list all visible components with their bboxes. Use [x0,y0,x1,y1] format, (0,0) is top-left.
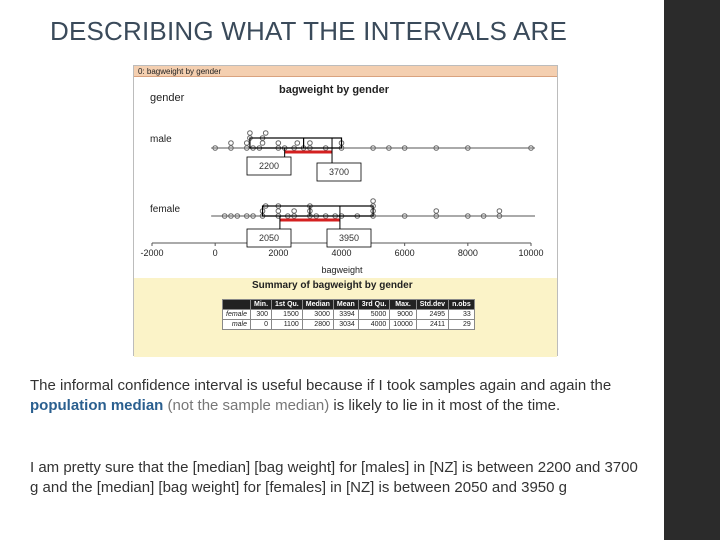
x-tick-label: -2000 [140,248,163,258]
summary-cell: 2411 [415,319,450,330]
x-tick-label: 0 [213,248,218,258]
annotation-male-low-box [246,156,292,176]
summary-table: Min. 1st Qu. Median Mean 3rd Qu. Max. Std.dev n… [221,299,475,330]
male-dot [228,140,234,146]
summary-cell: 4000 [357,319,391,330]
summary-cell: 0 [250,319,273,330]
muted-sample-median: (not the sample median) [163,397,330,414]
summary-cell: 29 [448,319,475,330]
summary-header-cell: Median [301,299,334,310]
text-part: is likely to lie in it most of the time. [329,397,561,414]
female-box [261,205,374,217]
summary-header-cell: n.obs [448,299,475,310]
x-tick-label: 10000 [518,248,543,258]
summary-cell: 2800 [301,319,334,330]
summary-header-row: Min. 1st Qu. Median Mean 3rd Qu. Max. Std.dev n… [221,299,475,310]
interval-annotations: 2200 3700 2050 3950 [246,138,372,248]
female-series [211,198,535,222]
male-dot [307,140,313,146]
summary-title: Summary of bagweight by gender [252,280,413,291]
summary-header-cell: Max. [389,299,417,310]
summary-cell: 2495 [415,309,450,320]
summary-cell: 33 [448,309,475,320]
x-tick-label: 8000 [458,248,478,258]
female-dot [370,198,376,204]
female-dot [401,213,408,219]
male-dot [370,145,376,151]
female-dot [221,213,228,219]
male-dot [212,145,218,151]
figure-window-title: 0: bagweight by gender [134,66,557,77]
highlight-population-median: population median [30,397,164,414]
female-dot [291,208,297,214]
paragraph-conclusion: I am pretty sure that the [median] [bag … [30,459,638,496]
male-box [249,137,343,149]
x-axis: -2000 0 2000 4000 6000 8000 10000 bagweight [140,242,544,275]
summary-header-cell: 1st Qu. [271,299,303,310]
x-tick-label: 6000 [395,248,415,258]
annotation-male-high: 3700 [329,167,349,177]
x-tick-label: 2000 [268,248,288,258]
male-dot [262,130,269,136]
female-dot [496,208,503,214]
annotation-female-high-box [326,228,372,248]
group-label-male: male [150,134,172,145]
inzight-figure: 0: bagweight by gender bagweight by gend… [133,65,558,357]
slide-title: DESCRIBING WHAT THE INTERVALS ARE [50,16,568,46]
dotplot-chart: -2000 0 2000 4000 6000 8000 10000 bagweight 220… [140,130,544,275]
male-dot [386,145,392,151]
y-axis-label: gender [150,92,185,104]
text-part: The informal confidence interval is usef… [30,377,612,394]
summary-cell: 3000 [301,309,334,320]
female-dot [433,208,440,214]
female-dot [480,213,487,219]
summary-cell: male [221,319,252,330]
summary-cell: 3394 [332,309,359,320]
male-dot [401,145,408,151]
summary-header-cell: Std.dev [415,299,450,310]
male-dot [528,145,534,151]
summary-cell: 9000 [389,309,417,320]
x-axis-title: bagweight [321,265,363,275]
annotation-male-low: 2200 [259,161,279,171]
male-dot [275,140,282,146]
group-label-female: female [150,204,181,215]
male-series [211,130,535,154]
summary-cell: female [221,309,252,320]
female-dot [234,213,241,219]
male-dot [247,130,253,136]
summary-cell: 1500 [271,309,303,320]
x-tick-label: 4000 [331,248,351,258]
female-dot [250,213,256,219]
annotation-male-high-box [316,162,362,182]
female-dot [243,213,250,219]
annotation-female-low: 2050 [259,233,279,243]
annotation-female-low-box [246,228,292,248]
summary-header-cell [221,299,252,310]
summary-row: male 0 1100 2800 3034 4000 10000 2411 29 [221,319,475,330]
decorative-side-bar [664,0,720,540]
summary-header-cell: Mean [332,299,359,310]
summary-header-cell: Min. [250,299,273,310]
male-dot [465,145,471,151]
male-dot [294,140,301,146]
summary-row: female 300 1500 3000 3394 5000 9000 2495 33 [221,309,475,320]
plot-title: bagweight by gender [279,84,390,96]
summary-cell: 1100 [271,319,303,330]
male-dot [259,140,266,146]
paragraph-interval-explanation: The informal confidence interval is usef… [30,376,642,416]
annotation-female-high: 3950 [339,233,359,243]
female-dot [275,208,282,214]
male-dot [243,140,250,146]
summary-cell: 3034 [332,319,359,330]
summary-cell: 5000 [357,309,391,320]
male-dot [433,145,440,151]
female-dot [465,213,471,219]
female-dot [228,213,234,219]
summary-cell: 10000 [389,319,417,330]
summary-header-cell: 3rd Qu. [357,299,391,310]
summary-cell: 300 [250,309,273,320]
